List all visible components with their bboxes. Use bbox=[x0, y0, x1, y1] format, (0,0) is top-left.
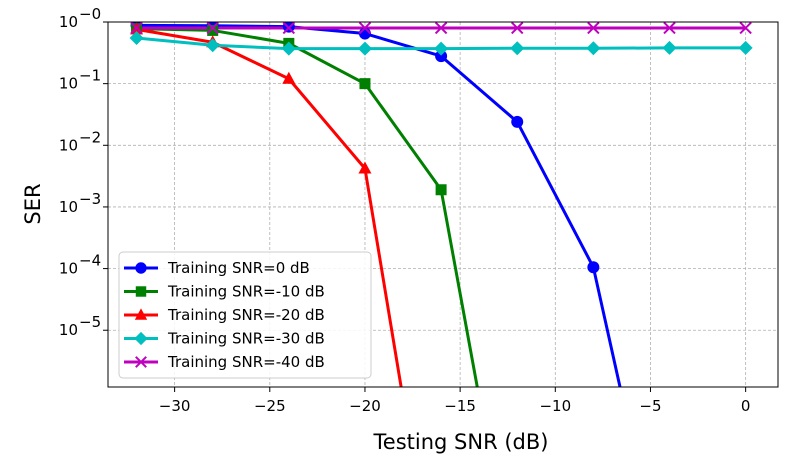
legend-label: Training SNR=-30 dB bbox=[167, 330, 325, 348]
data-point-x bbox=[206, 22, 219, 35]
y-tick-label-exponent: −2 bbox=[79, 128, 101, 146]
x-tick-label: −25 bbox=[254, 397, 286, 415]
y-tick-label-base: 10 bbox=[59, 75, 78, 93]
x-tick-label: −20 bbox=[349, 397, 381, 415]
data-point-square bbox=[207, 24, 219, 36]
legend-label: Training SNR=-40 dB bbox=[167, 353, 325, 371]
series-line-2 bbox=[136, 27, 479, 387]
data-point-square bbox=[135, 286, 147, 297]
x-axis: −30 −25 −20 −15 −10 −5 0 bbox=[159, 387, 751, 415]
x-axis-title: Testing SNR (dB) bbox=[373, 430, 549, 454]
y-tick-label-base: 10 bbox=[59, 198, 78, 216]
data-point-x bbox=[434, 22, 448, 35]
data-point-x bbox=[130, 22, 143, 35]
plot-frame bbox=[107, 21, 779, 388]
y-tick-label-base: 10 bbox=[59, 260, 78, 278]
y-axis-title: SER bbox=[21, 183, 45, 224]
data-point-diamond bbox=[662, 40, 677, 55]
legend-box bbox=[118, 251, 372, 379]
y-tick-label-exponent: −0 bbox=[79, 5, 101, 23]
x-tick-label: −15 bbox=[444, 397, 476, 415]
data-point-diamond bbox=[205, 38, 220, 53]
y-tick-label-base: 10 bbox=[59, 136, 78, 154]
data-point-diamond bbox=[134, 331, 148, 346]
data-point-circle bbox=[587, 261, 600, 274]
data-point-diamond bbox=[434, 41, 449, 56]
x-tick-label: −5 bbox=[639, 397, 661, 415]
data-point-x bbox=[358, 22, 372, 35]
data-point-square bbox=[435, 184, 447, 196]
data-point-diamond bbox=[586, 41, 601, 56]
x-tick-label: 0 bbox=[741, 397, 751, 415]
data-point-x bbox=[587, 22, 600, 35]
data-point-x bbox=[511, 22, 524, 35]
data-point-diamond bbox=[510, 41, 525, 56]
data-point-circle bbox=[511, 115, 524, 128]
y-tick-label-base: 10 bbox=[59, 13, 78, 31]
data-point-x bbox=[282, 22, 296, 35]
data-point-circle bbox=[135, 262, 147, 274]
data-point-x bbox=[135, 356, 147, 368]
legend-label: Training SNR=0 dB bbox=[167, 259, 310, 277]
data-point-x bbox=[663, 22, 676, 35]
y-tick-label-exponent: −4 bbox=[79, 252, 101, 270]
legend: Training SNR=0 dB Training SNR=-10 dB Trai… bbox=[118, 251, 372, 379]
data-point-diamond bbox=[738, 40, 753, 55]
marker-layer bbox=[129, 22, 753, 274]
y-tick-label-exponent: −3 bbox=[79, 190, 101, 208]
data-point-triangle bbox=[134, 308, 148, 320]
data-point-x bbox=[739, 22, 752, 35]
legend-label: Training SNR=-20 dB bbox=[167, 306, 325, 324]
x-tick-label: −30 bbox=[159, 397, 191, 415]
data-point-triangle bbox=[358, 161, 372, 174]
data-point-diamond bbox=[357, 41, 372, 56]
x-tick-label: −10 bbox=[539, 397, 571, 415]
data-point-triangle bbox=[282, 71, 296, 84]
data-point-circle bbox=[435, 50, 448, 63]
legend-label: Training SNR=-10 dB bbox=[167, 283, 325, 301]
data-point-square bbox=[359, 78, 371, 90]
y-tick-label-base: 10 bbox=[59, 321, 78, 339]
series-line-1 bbox=[136, 23, 622, 387]
data-point-diamond bbox=[129, 31, 144, 46]
y-tick-label-exponent: −5 bbox=[79, 313, 101, 331]
y-axis: 10−010−110−210−310−410−5 bbox=[59, 5, 108, 339]
data-point-diamond bbox=[281, 41, 296, 56]
y-tick-label-exponent: −1 bbox=[79, 67, 101, 85]
